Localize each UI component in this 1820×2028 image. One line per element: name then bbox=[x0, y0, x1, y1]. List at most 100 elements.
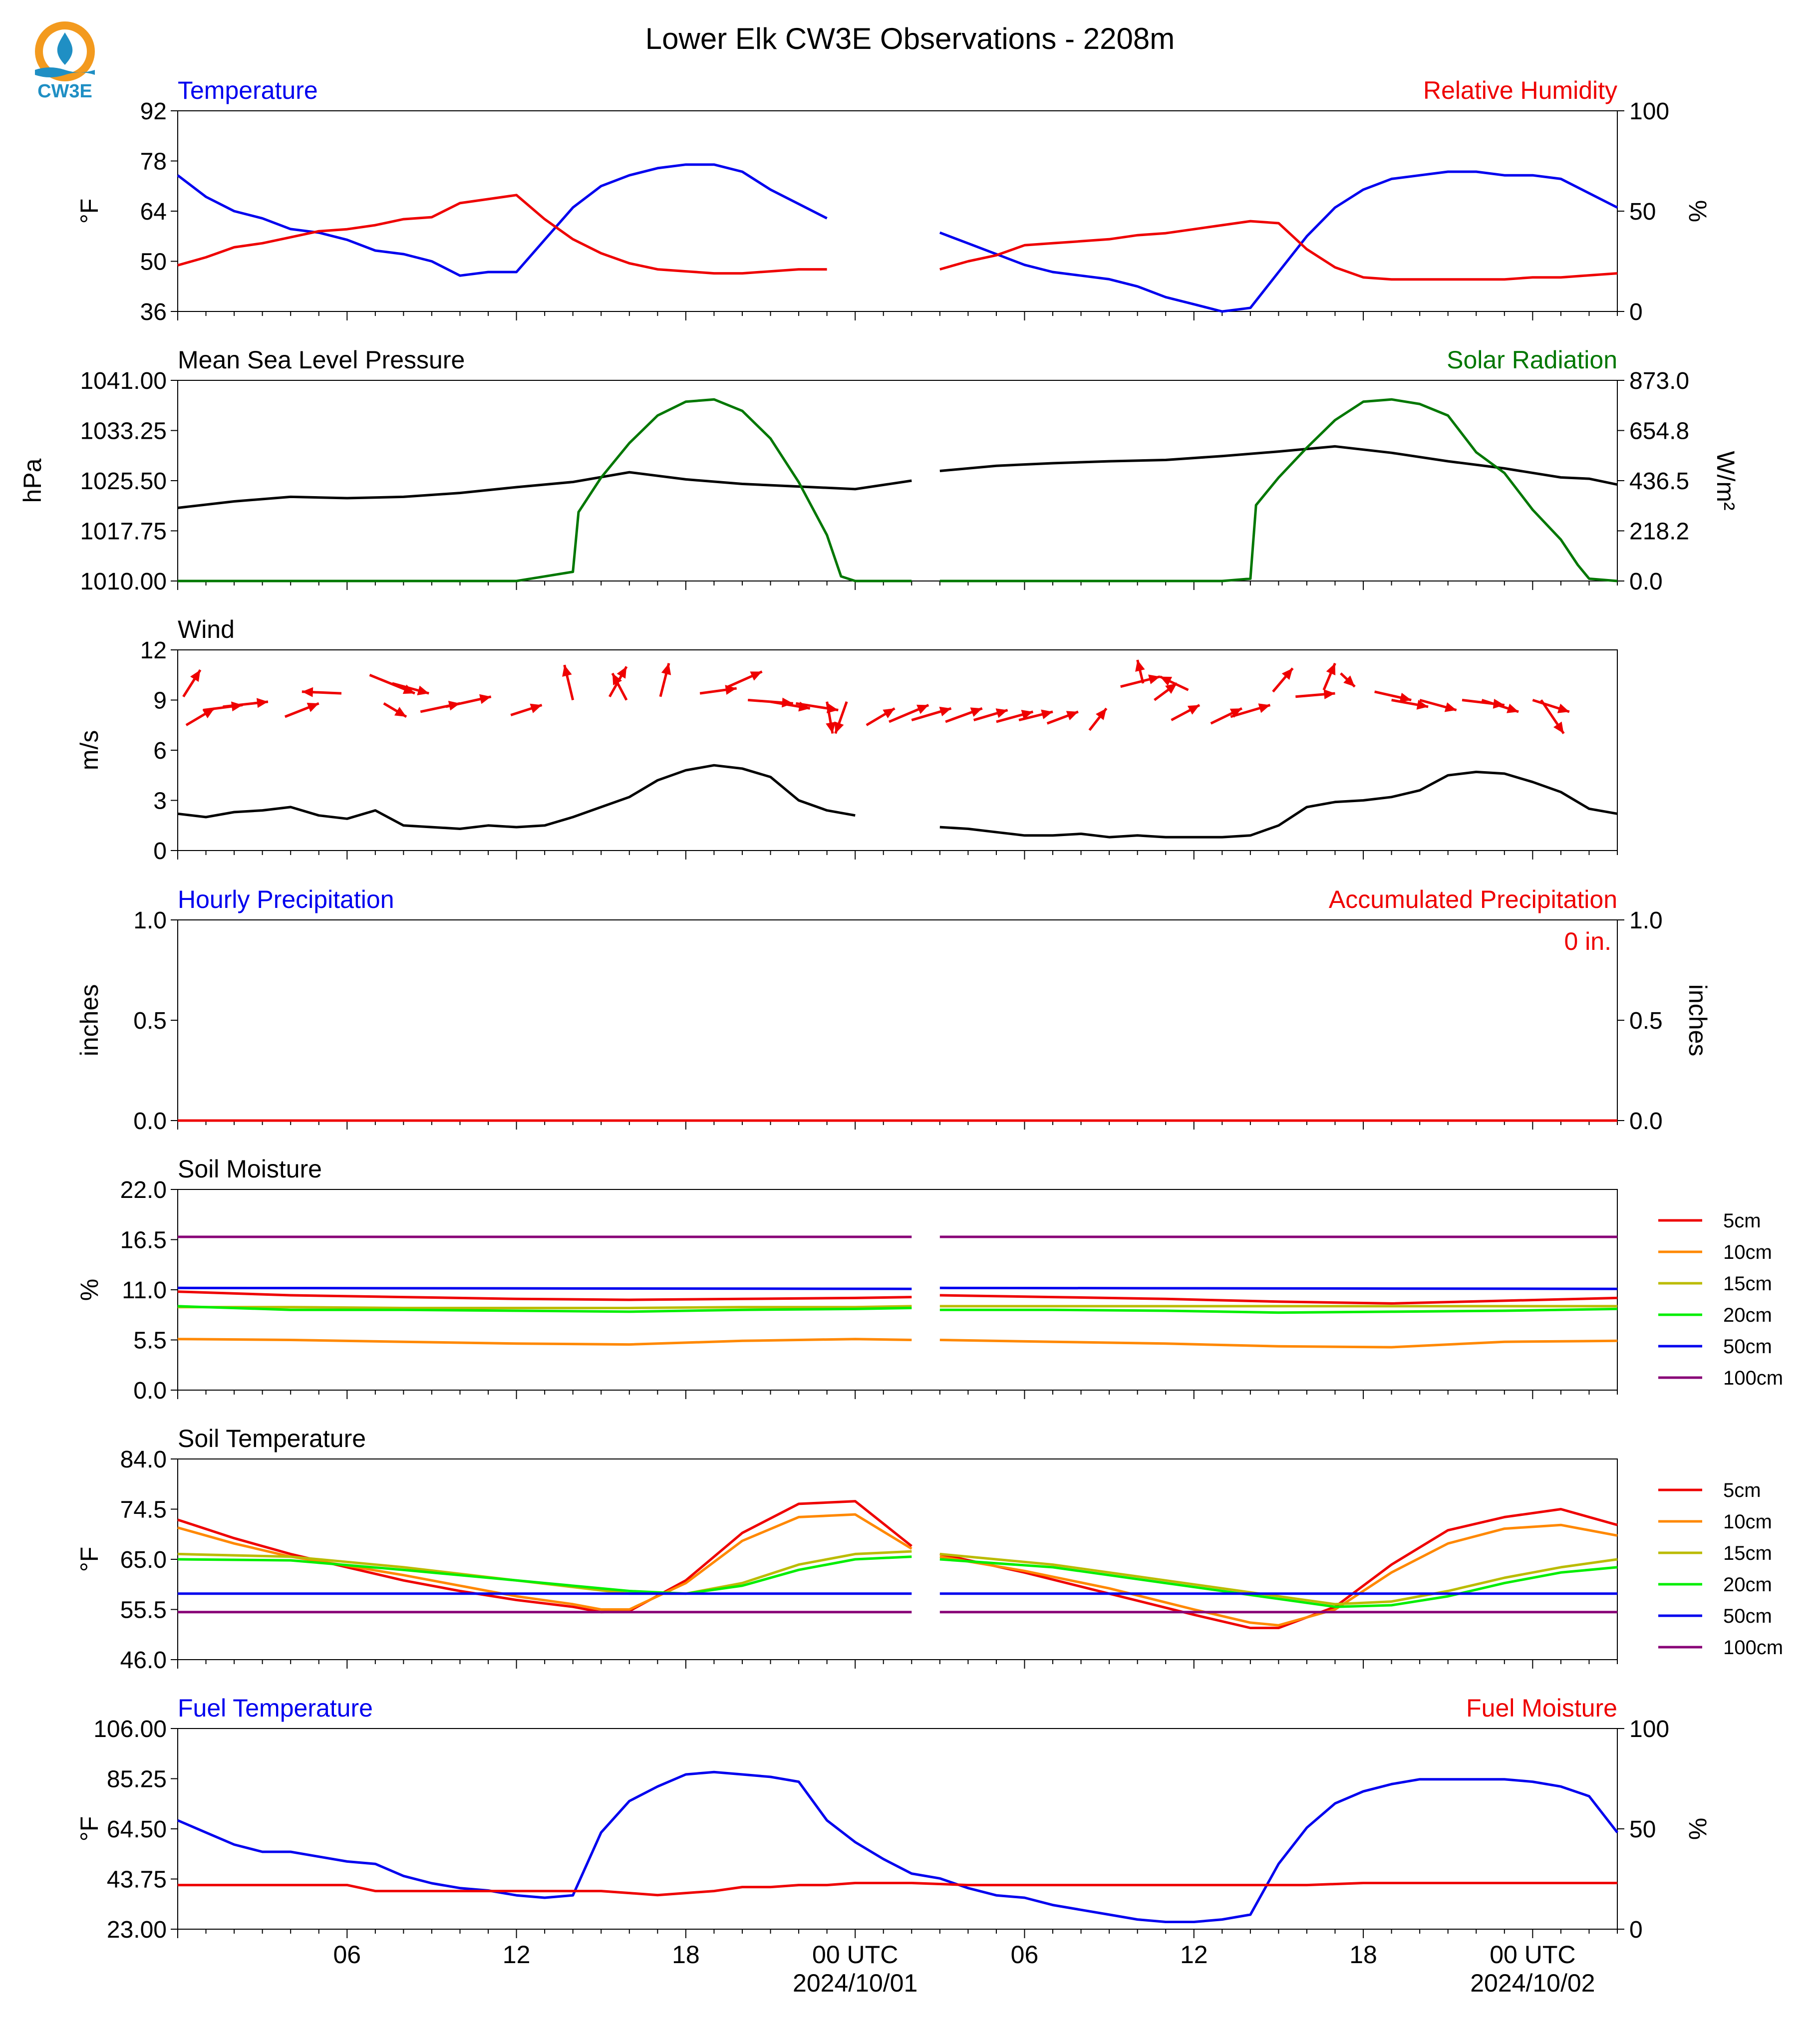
y-tick-label: 84.0 bbox=[120, 1447, 167, 1473]
panel-right-title: Relative Humidity bbox=[1423, 76, 1617, 104]
y-tick-label: 64 bbox=[140, 199, 167, 225]
y-tick-label: 74.5 bbox=[120, 1497, 167, 1523]
panel-right-title: Fuel Moisture bbox=[1466, 1694, 1617, 1722]
series-line-relative-humidity-day2 bbox=[939, 220, 1618, 281]
series-line-fuel-temperature bbox=[177, 1770, 1618, 1923]
wind-arrow-head bbox=[302, 687, 313, 697]
x-date-label: 2024/10/01 bbox=[793, 1969, 917, 1997]
y-tick-label: 92 bbox=[140, 98, 167, 125]
y-tick-label: 1.0 bbox=[133, 907, 167, 934]
panels: Temperature Relative Humidity365064789205… bbox=[18, 76, 1783, 1997]
y-tick-label: 1010.00 bbox=[80, 569, 167, 595]
legend-label: 10cm bbox=[1723, 1511, 1772, 1533]
wind-arrow-head bbox=[1148, 674, 1160, 684]
wind-arrow-head bbox=[1041, 709, 1053, 719]
y-tick-label: 6 bbox=[153, 738, 167, 764]
logo-text: CW3E bbox=[37, 81, 92, 102]
wind-arrow-head bbox=[612, 673, 622, 686]
logo-wave-icon bbox=[35, 67, 95, 77]
wind-arrow-head bbox=[1326, 663, 1336, 675]
series-line-solar-radiation-day2 bbox=[939, 398, 1618, 582]
wind-arrow-head bbox=[750, 671, 762, 681]
y2-axis-label: % bbox=[1684, 1818, 1712, 1840]
wind-arrow-head bbox=[530, 703, 542, 713]
wind-arrow-head bbox=[479, 694, 491, 704]
y-tick-label: 55.5 bbox=[120, 1597, 167, 1624]
y2-tick-label: 436.5 bbox=[1629, 468, 1689, 495]
legend-label: 15cm bbox=[1723, 1273, 1772, 1295]
y-tick-label: 65.0 bbox=[120, 1547, 167, 1573]
x-tick-label: 00 UTC bbox=[812, 1941, 898, 1969]
y2-axis-label: inches bbox=[1684, 984, 1712, 1057]
wind-arrow-head bbox=[1258, 703, 1270, 713]
wind-arrow-head bbox=[562, 665, 572, 677]
y-tick-label: 50 bbox=[140, 249, 167, 276]
y2-axis-label: W/m² bbox=[1712, 451, 1740, 510]
wind-arrow-head bbox=[939, 706, 951, 717]
panel-left-title: Hourly Precipitation bbox=[178, 885, 394, 913]
y2-tick-label: 873.0 bbox=[1629, 368, 1689, 394]
legend-label: 5cm bbox=[1723, 1479, 1761, 1501]
plot-frame bbox=[177, 919, 1618, 1121]
series-line-solar-radiation bbox=[178, 398, 912, 582]
x-tick-label: 18 bbox=[1349, 1941, 1377, 1969]
y-axis-label: °F bbox=[75, 1547, 103, 1572]
wind-arrow-head bbox=[1281, 668, 1293, 680]
y-tick-label: 0 bbox=[153, 838, 167, 865]
panel-temperature-humidity: Temperature Relative Humidity 36 50 64 78 92 0 5… bbox=[75, 76, 1712, 325]
y-tick-label: 3 bbox=[153, 788, 167, 815]
series-line-10cm bbox=[177, 1338, 912, 1346]
series-line-20cm-day2 bbox=[939, 1307, 1618, 1314]
x-tick-label: 06 bbox=[333, 1941, 361, 1969]
y2-axis-label: % bbox=[1684, 200, 1712, 222]
legend-label: 100cm bbox=[1723, 1637, 1783, 1659]
wind-arrow-head bbox=[1160, 676, 1173, 686]
panel-left-title: Mean Sea Level Pressure bbox=[178, 346, 465, 374]
panel-left-title: Fuel Temperature bbox=[178, 1694, 373, 1722]
wind-arrow-head bbox=[883, 708, 895, 719]
y-tick-label: 36 bbox=[140, 299, 167, 325]
y-tick-label: 78 bbox=[140, 149, 167, 175]
y-tick-label: 1041.00 bbox=[80, 368, 167, 394]
legend-label: 5cm bbox=[1723, 1210, 1761, 1232]
series-line-20cm bbox=[177, 1555, 912, 1595]
series-line-20cm bbox=[177, 1305, 912, 1313]
wind-arrow-head bbox=[834, 721, 844, 734]
y2-tick-label: 654.8 bbox=[1629, 418, 1689, 445]
y-tick-label: 22.0 bbox=[120, 1177, 167, 1203]
series-line-5cm bbox=[177, 1290, 912, 1301]
wind-arrow-head bbox=[417, 685, 429, 695]
y2-tick-label: 50 bbox=[1629, 199, 1656, 225]
wind-arrow-head bbox=[995, 708, 1008, 718]
y2-tick-label: 0.0 bbox=[1629, 569, 1663, 595]
y-tick-label: 46.0 bbox=[120, 1647, 167, 1674]
series-line-50cm bbox=[177, 1286, 912, 1290]
wind-arrow-head bbox=[256, 698, 268, 708]
wind-arrow-head bbox=[1416, 700, 1429, 710]
series-line-15cm-day2 bbox=[939, 1552, 1618, 1606]
y-tick-label: 1017.75 bbox=[80, 519, 167, 545]
wind-arrow-head bbox=[1493, 699, 1505, 709]
y-tick-label: 0.5 bbox=[133, 1008, 167, 1034]
wind-arrow-head bbox=[970, 707, 982, 717]
series-line-temperature bbox=[177, 163, 828, 277]
series-line-15cm bbox=[178, 1305, 912, 1309]
y-tick-label: 1025.50 bbox=[80, 468, 167, 495]
panel-left-title: Soil Temperature bbox=[178, 1425, 366, 1452]
wind-arrow-head bbox=[306, 702, 319, 712]
wind-arrow-head bbox=[190, 670, 201, 682]
y2-tick-label: 100 bbox=[1629, 98, 1669, 125]
logo-drop-icon bbox=[57, 32, 73, 65]
y-tick-label: 5.5 bbox=[133, 1328, 167, 1354]
series-line-10cm bbox=[177, 1513, 912, 1611]
wind-arrow-head bbox=[725, 685, 737, 695]
wind-arrow-head bbox=[1066, 711, 1078, 721]
wind-arrow-head bbox=[231, 701, 243, 712]
wind-arrow-head bbox=[1557, 703, 1569, 713]
y-tick-label: 43.75 bbox=[107, 1867, 167, 1893]
legend-label: 20cm bbox=[1723, 1304, 1772, 1326]
y2-tick-label: 0.0 bbox=[1629, 1108, 1663, 1135]
y2-tick-label: 1.0 bbox=[1629, 907, 1663, 934]
wind-arrow-head bbox=[616, 666, 627, 679]
